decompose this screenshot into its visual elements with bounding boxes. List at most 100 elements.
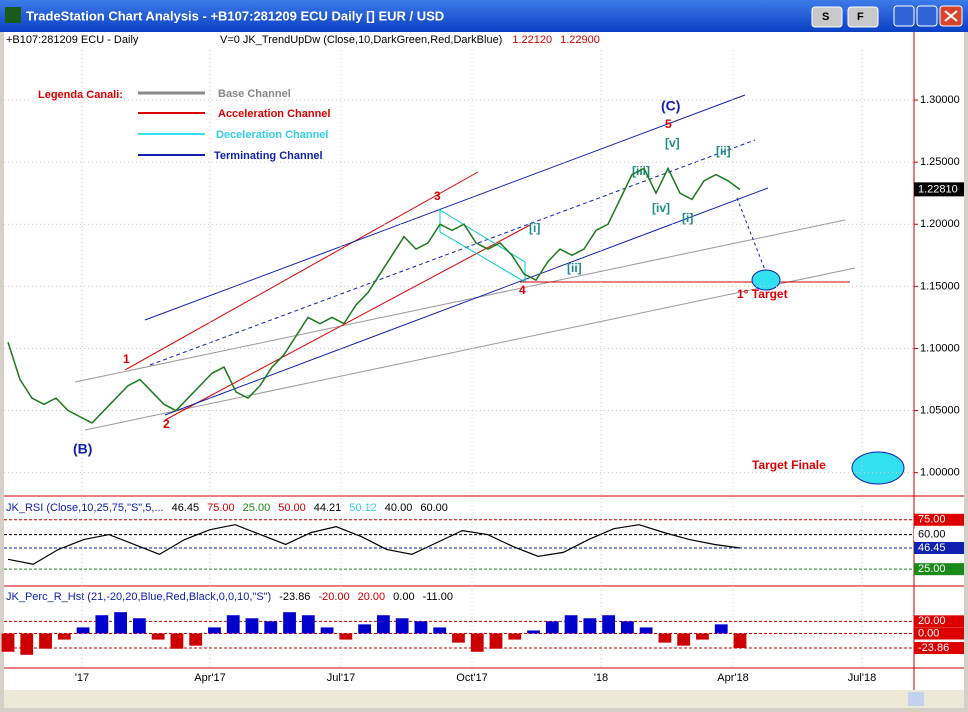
perc-bar	[208, 627, 221, 634]
perc-bar	[733, 633, 747, 649]
price-tick-label: 1.00000	[920, 467, 960, 479]
title-bar	[0, 0, 968, 32]
close-icon	[944, 10, 958, 22]
perc-bar	[301, 615, 315, 634]
rsi-tick-label: 46.45	[918, 542, 946, 554]
perc-bar	[245, 618, 259, 634]
perc-bar	[545, 621, 559, 634]
wave-label: 4	[519, 283, 526, 297]
rsi-label-box	[914, 563, 964, 576]
wave-label: [iii]	[632, 164, 650, 178]
legend-item: Terminating Channel	[214, 150, 323, 162]
perc-bar	[508, 633, 522, 640]
perc-value: -11.00	[423, 591, 453, 603]
perc-bar	[564, 615, 578, 634]
date-label: '18	[594, 672, 608, 684]
perc-bar	[76, 627, 90, 634]
rsi-value: 60.00	[420, 502, 448, 514]
rsi-value: 25.00	[243, 502, 271, 514]
scroll-thumb[interactable]	[908, 692, 924, 706]
perc-bar	[264, 621, 278, 634]
wave-label: [v]	[665, 136, 680, 150]
date-label: Jul'17	[327, 672, 355, 684]
perc-bar	[677, 633, 691, 646]
wave-labels: (C) 5 [iii] [v] [ii] 3 [i] [iv] [i] [ii]…	[73, 98, 826, 472]
perc-bar	[583, 618, 597, 634]
rsi-value: 44.21	[314, 502, 342, 514]
perc-bar	[114, 612, 128, 634]
perc-label-box	[914, 642, 964, 655]
price-line	[7, 166, 741, 424]
perc-bar	[527, 630, 540, 634]
wave-label: (C)	[661, 98, 680, 114]
perc-bar	[20, 633, 34, 655]
perc-bar	[320, 627, 334, 634]
price-tick-label: 1.30000	[920, 94, 960, 106]
perc-header: JK_Perc_R_Hst (21,-20,20,Blue,Red,Black,…	[6, 591, 453, 603]
perc-bar	[339, 633, 353, 640]
legend: Legenda Canali: Base Channel Acceleratio…	[38, 88, 330, 162]
s-button[interactable]	[811, 6, 843, 28]
target-label: Target Finale	[752, 458, 826, 472]
rsi-value: 50.12	[349, 502, 377, 514]
perc-bar	[1, 633, 15, 652]
perc-tick-label: 0.00	[918, 627, 939, 639]
perc-name: JK_Perc_R_Hst (21,-20,20,Blue,Red,Black,…	[6, 591, 271, 603]
perc-bar	[696, 633, 709, 640]
perc-bar	[57, 633, 71, 640]
perc-bar	[714, 624, 728, 634]
date-label: Oct'17	[456, 672, 487, 684]
app-icon	[5, 7, 21, 23]
rsi-label-box	[914, 541, 964, 554]
perc-label-box	[914, 615, 964, 628]
maximize-button[interactable]	[916, 5, 938, 27]
rsi-tick-label: 75.00	[918, 514, 946, 526]
symbol-label: +B107:281209 ECU - Daily	[6, 34, 139, 46]
rsi-value: 50.00	[278, 502, 306, 514]
wave-label: (B)	[73, 441, 92, 457]
minimize-button[interactable]	[893, 5, 915, 27]
f-button[interactable]	[847, 6, 879, 28]
perc-bar	[151, 633, 165, 640]
window-title: TradeStation Chart Analysis - +B107:2812…	[26, 8, 444, 23]
indicator-value: 1.22120	[512, 34, 552, 46]
indicator-label: V=0 JK_TrendUpDw (Close,10,DarkGreen,Red…	[220, 34, 600, 46]
rsi-line	[7, 524, 741, 565]
wave-label: [i]	[529, 221, 540, 235]
perc-bar	[470, 633, 484, 652]
scrollbar[interactable]	[4, 690, 964, 708]
date-label: '17	[75, 672, 89, 684]
perc-bar	[414, 621, 428, 634]
wave-label: [i]	[682, 211, 693, 225]
perc-bar	[620, 621, 634, 634]
f-button-label: F	[857, 11, 864, 23]
perc-tick-label: -23.86	[918, 642, 949, 654]
wave-label: 2	[163, 417, 170, 431]
target-label: 1° Target	[737, 287, 788, 301]
perc-bar	[433, 627, 447, 634]
perc-bar	[602, 615, 616, 634]
perc-bar	[658, 633, 672, 643]
rsi-label-box	[914, 528, 964, 541]
perc-label-box	[914, 627, 964, 640]
legend-item: Deceleration Channel	[216, 129, 328, 141]
perc-tick-label: 20.00	[918, 615, 946, 627]
date-label: Jul'18	[848, 672, 876, 684]
price-tick-label: 1.15000	[920, 280, 960, 292]
wave-label: [ii]	[716, 144, 731, 158]
legend-item: Acceleration Channel	[218, 108, 330, 120]
perc-bar	[489, 633, 503, 649]
wave-label: 5	[665, 117, 672, 131]
wave-label: 3	[434, 189, 441, 203]
chart-area	[4, 32, 964, 690]
perc-bar	[170, 633, 184, 649]
price-tick-label: 1.25000	[920, 156, 960, 168]
last-price-label: 1.22810	[918, 183, 958, 195]
rsi-name: JK_RSI (Close,10,25,75,"S",5,...	[6, 502, 164, 514]
perc-bar	[189, 633, 203, 646]
perc-bar	[639, 627, 653, 634]
s-button-label: S	[822, 11, 829, 23]
legend-item: Base Channel	[218, 88, 291, 100]
